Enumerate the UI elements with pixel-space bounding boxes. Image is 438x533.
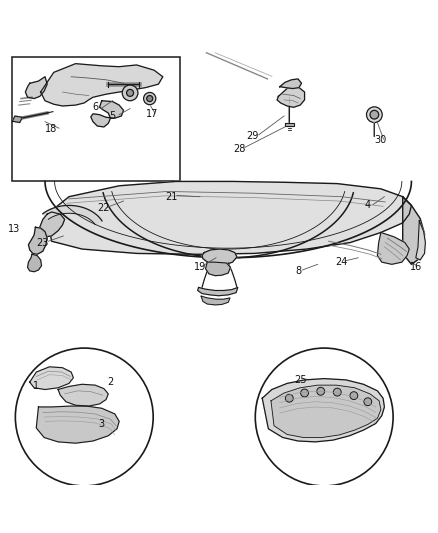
Circle shape <box>122 85 138 101</box>
Polygon shape <box>91 101 123 127</box>
Polygon shape <box>261 378 384 442</box>
Circle shape <box>143 92 155 104</box>
Polygon shape <box>40 212 64 237</box>
Circle shape <box>15 348 153 486</box>
Circle shape <box>366 107 381 123</box>
Circle shape <box>369 110 378 119</box>
Polygon shape <box>276 87 304 107</box>
Polygon shape <box>201 249 237 265</box>
Text: 23: 23 <box>36 238 49 247</box>
Polygon shape <box>47 181 410 254</box>
Text: 21: 21 <box>165 192 177 201</box>
Polygon shape <box>41 63 162 106</box>
Text: 25: 25 <box>293 375 306 385</box>
Polygon shape <box>270 385 380 438</box>
Polygon shape <box>201 296 230 305</box>
Polygon shape <box>58 384 108 406</box>
Text: 3: 3 <box>99 418 105 429</box>
Polygon shape <box>284 123 293 126</box>
Polygon shape <box>377 232 408 264</box>
Text: 4: 4 <box>364 200 370 211</box>
Polygon shape <box>25 77 47 99</box>
Text: 24: 24 <box>335 257 347 267</box>
Polygon shape <box>28 227 47 254</box>
Polygon shape <box>30 367 73 390</box>
Polygon shape <box>415 221 424 260</box>
Text: 30: 30 <box>374 135 386 145</box>
Text: 2: 2 <box>107 377 113 387</box>
Text: 29: 29 <box>245 131 258 141</box>
Circle shape <box>316 387 324 395</box>
Text: 22: 22 <box>97 203 110 213</box>
Polygon shape <box>36 406 119 443</box>
Text: 6: 6 <box>92 102 98 112</box>
Polygon shape <box>42 205 102 224</box>
Circle shape <box>126 90 133 96</box>
Text: 13: 13 <box>8 224 21 235</box>
Bar <box>12 57 180 181</box>
Polygon shape <box>197 287 237 296</box>
Text: 18: 18 <box>45 124 57 134</box>
Text: 17: 17 <box>145 109 158 119</box>
Circle shape <box>146 95 152 102</box>
Text: 19: 19 <box>193 262 205 271</box>
Circle shape <box>285 394 293 402</box>
Circle shape <box>254 348 392 486</box>
Text: 1: 1 <box>33 382 39 391</box>
Text: 16: 16 <box>409 262 421 271</box>
Text: 8: 8 <box>294 266 300 276</box>
Polygon shape <box>28 254 42 272</box>
Circle shape <box>363 398 371 406</box>
Polygon shape <box>205 262 230 276</box>
Circle shape <box>300 389 308 397</box>
Polygon shape <box>402 197 424 264</box>
Polygon shape <box>279 79 301 88</box>
Circle shape <box>332 388 340 396</box>
Circle shape <box>349 392 357 400</box>
Text: 28: 28 <box>233 144 245 154</box>
Polygon shape <box>12 116 22 123</box>
Text: 5: 5 <box>109 111 116 121</box>
